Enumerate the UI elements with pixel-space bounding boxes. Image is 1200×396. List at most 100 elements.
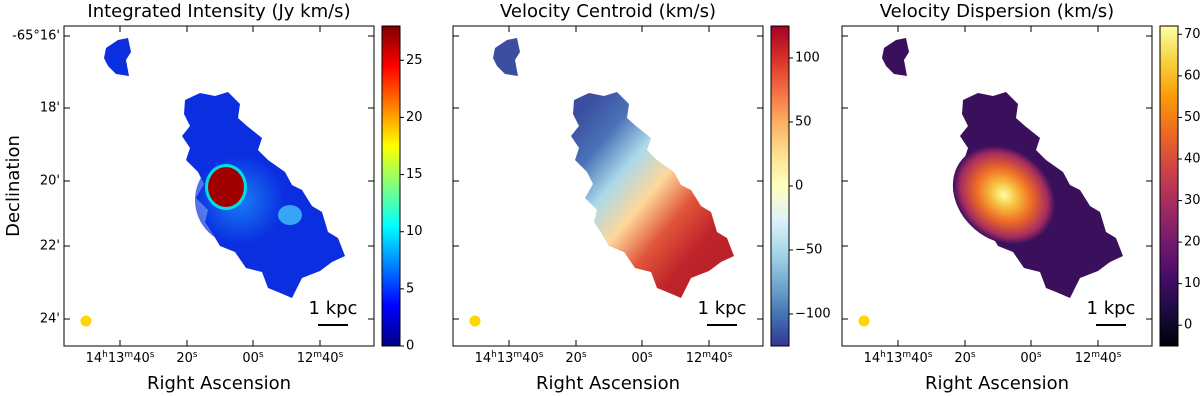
panel-title: Velocity Dispersion (km/s) (880, 1, 1114, 22)
x-tick-label-part: 14 (864, 351, 881, 366)
x-axis-label: Right Ascension (147, 373, 291, 394)
beam (469, 315, 481, 327)
y-tick-label: 18' (40, 101, 60, 116)
colorbar-tick-label: 70 (1184, 27, 1200, 42)
colorbar-tick-label: 60 (1184, 68, 1200, 83)
colorbar-tick-label: 20 (406, 110, 423, 125)
x-tick-label-part: s (339, 350, 344, 360)
colorbar (770, 25, 790, 347)
map-feature (278, 205, 302, 225)
x-tick-label: 14h13m40s (86, 350, 155, 366)
x-tick-label-part: 00 (242, 351, 259, 366)
scale-bar-label: 1 kpc (309, 298, 358, 319)
colorbar-tick-label: 0 (406, 339, 414, 354)
colorbar-tick-label: 100 (795, 51, 820, 66)
x-tick-label-part: 40 (322, 351, 339, 366)
x-tick-label-part: 40 (911, 351, 928, 366)
beam (80, 315, 92, 327)
x-tick-label-part: s (648, 350, 653, 360)
colorbar-tick-label: 20 (1184, 235, 1200, 250)
map-region (571, 92, 734, 298)
x-tick-label-part: 20 (176, 351, 193, 366)
x-tick-label-part: 00 (1020, 351, 1037, 366)
x-tick-label-part: 40 (522, 351, 539, 366)
x-tick-label-part: s (971, 350, 976, 360)
x-tick-label-part: m (513, 350, 522, 360)
x-tick-label-part: s (582, 350, 587, 360)
x-tick-label: 12m40s (686, 350, 733, 366)
x-tick-label-part: m (902, 350, 911, 360)
y-tick-label: 20' (40, 174, 60, 189)
x-tick-label-part: 12 (686, 351, 703, 366)
map-region (882, 38, 909, 76)
colorbar-tick-label: 40 (1184, 151, 1200, 166)
y-tick-label: 22' (40, 239, 60, 254)
x-tick-label-part: h (880, 350, 886, 360)
x-tick-label-part: 20 (565, 351, 582, 366)
colorbar-tick-label: 5 (406, 281, 414, 296)
x-tick-label-part: m (702, 350, 711, 360)
x-tick-label: 12m40s (1075, 350, 1122, 366)
x-axis-label: Right Ascension (536, 373, 680, 394)
x-tick-label: 00s (242, 350, 264, 366)
map-region (104, 38, 131, 76)
colorbar-tick-label: 25 (406, 53, 423, 68)
panel-title: Integrated Intensity (Jy km/s) (87, 1, 350, 22)
x-tick-label: 00s (1020, 350, 1042, 366)
x-tick-label: 20s (954, 350, 976, 366)
x-tick-label: 20s (176, 350, 198, 366)
x-tick-label-part: s (150, 350, 155, 360)
x-tick-label-part: s (539, 350, 544, 360)
x-tick-label: 12m40s (297, 350, 344, 366)
colorbar-tick-label: 15 (406, 167, 423, 182)
x-tick-label: 00s (631, 350, 653, 366)
map-region (493, 38, 520, 76)
colorbar (1159, 25, 1179, 347)
x-tick-label-part: h (491, 350, 497, 360)
x-tick-label-part: 13 (108, 351, 125, 366)
x-tick-label: 14h13m40s (864, 350, 933, 366)
colorbar-tick-label: 0 (795, 179, 803, 194)
x-tick-label-part: 40 (1100, 351, 1117, 366)
colorbar-tick-label: −100 (795, 307, 831, 322)
y-tick-label: 24' (40, 312, 60, 327)
y-tick-label: -65°16' (12, 29, 60, 44)
colorbar-tick-label: 0 (1184, 318, 1192, 333)
x-tick-label-part: 40 (711, 351, 728, 366)
x-tick-label-part: 20 (954, 351, 971, 366)
x-tick-label-part: s (1117, 350, 1122, 360)
scale-bar-label: 1 kpc (1087, 298, 1136, 319)
x-tick-label-part: 12 (297, 351, 314, 366)
x-tick-label-part: 13 (886, 351, 903, 366)
x-tick-label-part: 12 (1075, 351, 1092, 366)
x-tick-label-part: m (1091, 350, 1100, 360)
y-axis-label: Declination (3, 135, 24, 237)
scale-bar-label: 1 kpc (698, 298, 747, 319)
x-tick-label-part: s (1037, 350, 1042, 360)
x-tick-label-part: 40 (133, 351, 150, 366)
colorbar-tick-label: 10 (1184, 276, 1200, 291)
beam (858, 315, 870, 327)
x-axis-label: Right Ascension (925, 373, 1069, 394)
colorbar-tick-label: 10 (406, 224, 423, 239)
x-tick-label-part: s (928, 350, 933, 360)
map-feature (952, 145, 1056, 245)
x-tick-label-part: m (124, 350, 133, 360)
map-feature (208, 167, 244, 207)
x-tick-label-part: 14 (86, 351, 103, 366)
x-tick-label-part: 14 (475, 351, 492, 366)
x-tick-label-part: 00 (631, 351, 648, 366)
x-tick-label-part: s (193, 350, 198, 360)
colorbar (381, 25, 401, 347)
colorbar-tick-label: 30 (1184, 193, 1200, 208)
x-tick-label-part: s (259, 350, 264, 360)
colorbar-tick-label: 50 (1184, 110, 1200, 125)
x-tick-label: 20s (565, 350, 587, 366)
colorbar-tick-label: −50 (795, 243, 822, 258)
x-tick-label-part: s (728, 350, 733, 360)
x-tick-label-part: 13 (497, 351, 514, 366)
x-tick-label-part: h (102, 350, 108, 360)
colorbar-tick-label: 50 (795, 115, 812, 130)
x-tick-label-part: m (313, 350, 322, 360)
